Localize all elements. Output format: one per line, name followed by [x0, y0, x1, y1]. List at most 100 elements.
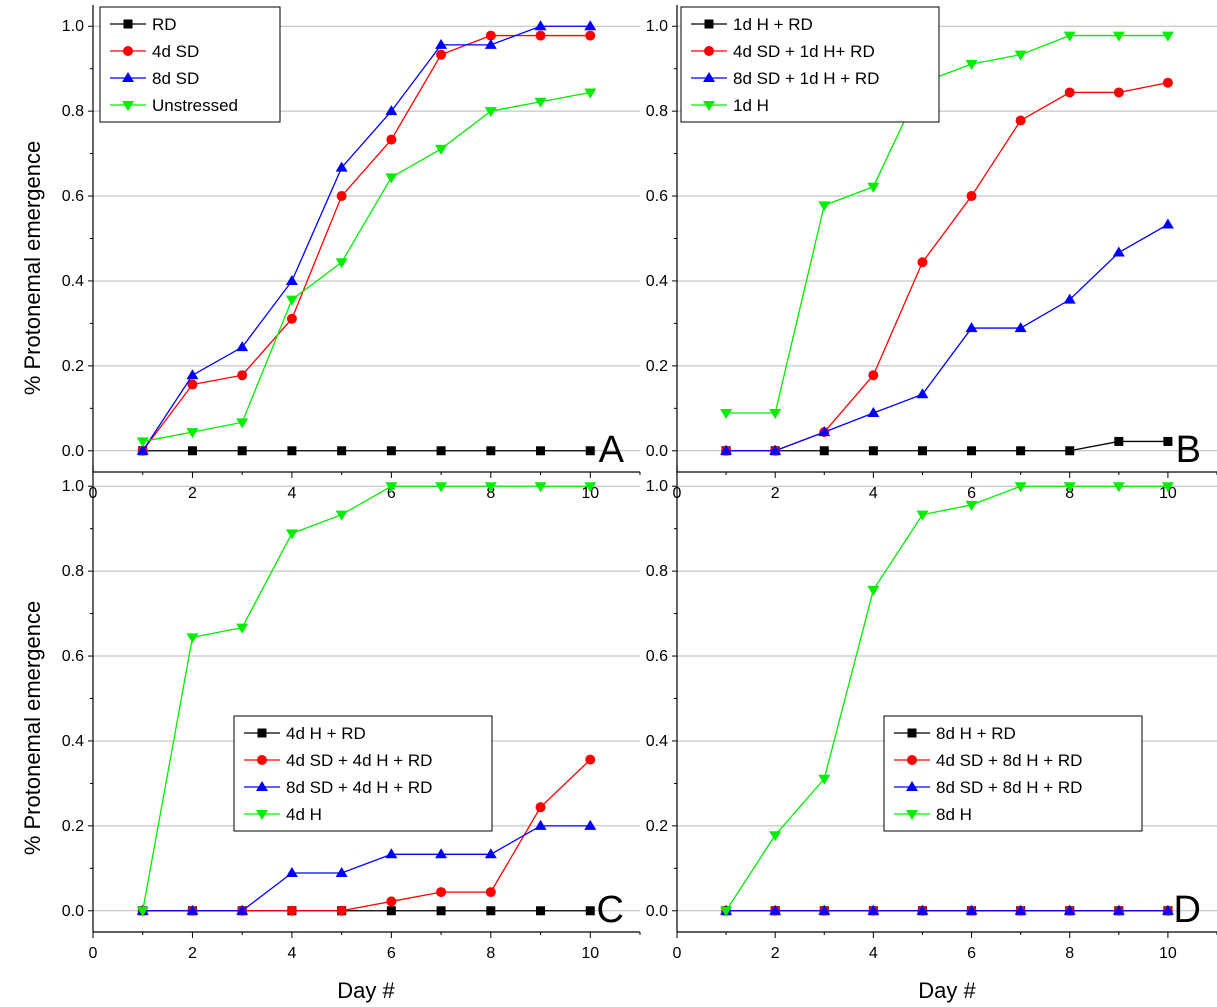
x-tick-label: 10: [581, 485, 599, 502]
data-point: [435, 482, 448, 493]
legend-marker: [907, 728, 917, 738]
x-axis-title-right: Day #: [918, 978, 976, 1003]
data-point: [1161, 218, 1174, 229]
series-line: [726, 82, 1169, 452]
data-point: [916, 904, 929, 915]
y-tick-label: 0.0: [62, 443, 84, 460]
series-line: [726, 440, 1168, 452]
x-tick-label: 4: [869, 485, 878, 502]
data-point: [867, 904, 880, 915]
data-point: [534, 482, 547, 493]
legend-label: 4d SD + 1d H+ RD: [733, 42, 875, 61]
legend-box: [680, 6, 940, 123]
y-tick-label: 0.2: [62, 358, 84, 375]
data-point: [485, 887, 496, 898]
x-tick-label: 2: [771, 485, 780, 502]
data-point: [584, 482, 597, 493]
data-point: [867, 585, 880, 596]
legend-marker: [122, 101, 134, 111]
data-point: [536, 906, 546, 916]
legend-marker: [257, 755, 267, 765]
data-point: [386, 134, 397, 145]
data-point: [1161, 31, 1174, 42]
data-point: [534, 97, 547, 108]
data-point: [585, 446, 595, 456]
data-point: [484, 482, 497, 493]
y-tick-label: 0.2: [646, 358, 668, 375]
data-point: [769, 444, 782, 455]
data-point: [1162, 77, 1173, 88]
data-point: [484, 107, 497, 118]
data-point: [435, 848, 448, 859]
y-tick-label: 0.8: [646, 563, 668, 580]
y-axis-title-top: % Protonemal emergence: [20, 141, 45, 395]
data-point: [867, 406, 880, 417]
legend-label: 1d H: [733, 96, 769, 115]
data-point: [1016, 446, 1026, 456]
data-point: [285, 274, 298, 285]
data-point: [386, 906, 396, 916]
data-point: [385, 848, 398, 859]
data-point: [965, 322, 978, 333]
legend-marker: [906, 781, 918, 791]
data-point: [917, 446, 927, 456]
data-point: [237, 370, 248, 381]
x-tick-label: 6: [387, 485, 396, 502]
legend-label: 8d SD: [152, 69, 199, 88]
data-point: [285, 866, 298, 877]
data-point: [1063, 904, 1076, 915]
data-point: [1163, 436, 1173, 446]
data-point: [285, 529, 298, 540]
data-point: [336, 191, 347, 202]
data-point: [868, 446, 878, 456]
data-point: [136, 437, 149, 448]
data-point: [965, 60, 978, 71]
x-tick-label: 2: [188, 945, 197, 962]
data-point: [186, 904, 199, 915]
x-tick-label: 2: [771, 945, 780, 962]
data-point: [186, 633, 199, 644]
data-point: [435, 144, 448, 155]
legend-label: 4d SD + 8d H + RD: [936, 751, 1082, 770]
data-point: [1063, 31, 1076, 42]
legend-label: 4d SD: [152, 42, 199, 61]
data-point: [1014, 904, 1027, 915]
x-tick-label: 6: [387, 945, 396, 962]
legend-marker: [256, 781, 268, 791]
data-point: [1113, 87, 1124, 98]
legend-marker: [257, 728, 267, 738]
y-tick-label: 0.4: [646, 273, 668, 290]
data-point: [336, 905, 347, 916]
legend-marker: [123, 46, 133, 56]
x-tick-label: 6: [967, 485, 976, 502]
y-axis-title-bottom: % Protonemal emergence: [20, 601, 45, 855]
data-point: [965, 904, 978, 915]
data-point: [136, 906, 149, 917]
series-1: [721, 77, 1173, 456]
data-point: [187, 379, 198, 390]
data-point: [285, 295, 298, 306]
series-line: [142, 25, 591, 452]
legend-marker: [122, 72, 134, 82]
panel-letter: C: [597, 889, 624, 931]
legend-label: 4d H: [286, 805, 322, 824]
data-point: [335, 258, 348, 269]
data-point: [1014, 482, 1027, 493]
series-3: [720, 482, 1174, 917]
series-2: [720, 904, 1174, 915]
y-tick-label: 0.6: [62, 188, 84, 205]
x-tick-label: 8: [486, 945, 495, 962]
data-point: [1112, 31, 1125, 42]
data-point: [484, 848, 497, 859]
data-point: [585, 906, 595, 916]
x-tick-label: 8: [1065, 945, 1074, 962]
data-point: [1063, 482, 1076, 493]
chart-panel-d: 0.0 0.2 0.4 0.6 0.8 1.0 0 2 4 6 8 10 D 8d H + RD 4d SD…: [646, 465, 1217, 962]
data-point: [769, 831, 782, 842]
x-axis-title-left: Day #: [337, 978, 395, 1003]
data-point: [585, 30, 596, 41]
legend-label: 8d SD + 8d H + RD: [936, 778, 1082, 797]
data-point: [237, 446, 247, 456]
legend-marker: [123, 19, 133, 29]
